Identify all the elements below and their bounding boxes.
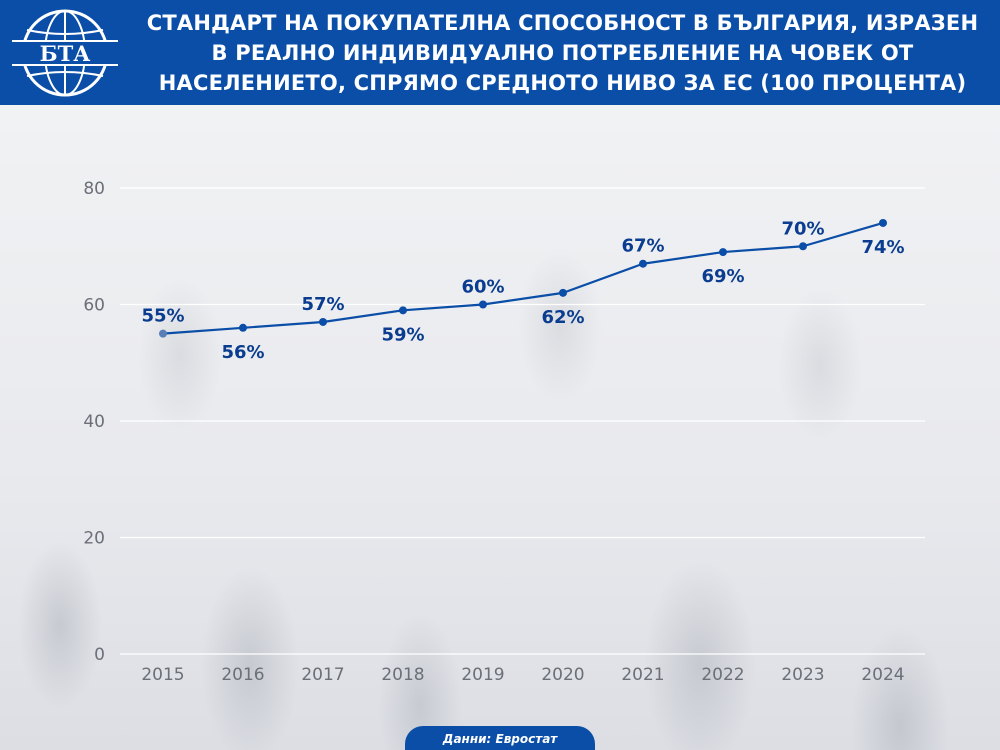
data-label: 59%: [381, 324, 424, 345]
x-tick-label: 2016: [221, 665, 264, 685]
background-photo: [0, 105, 1000, 750]
data-point: [639, 259, 647, 268]
title-line-3: НАСЕЛЕНИЕТО, СПРЯМО СРЕДНОТО НИВО ЗА ЕС …: [158, 71, 967, 95]
x-tick-label: 2022: [701, 665, 744, 685]
header-banner: БТА СТАНДАРТ НА ПОКУПАТЕЛНА СПОСОБНОСТ В…: [0, 0, 1000, 105]
x-tick-label: 2015: [141, 665, 184, 685]
chart-title: СТАНДАРТ НА ПОКУПАТЕЛНА СПОСОБНОСТ В БЪЛ…: [140, 8, 985, 98]
data-point: [159, 329, 167, 338]
data-label: 57%: [301, 294, 344, 315]
data-label: 67%: [621, 236, 664, 257]
data-point: [559, 288, 567, 297]
data-label: 55%: [141, 306, 184, 327]
data-point: [719, 248, 727, 257]
data-label: 62%: [541, 307, 584, 328]
y-tick-label: 20: [83, 529, 105, 549]
data-point: [319, 317, 327, 326]
data-point: [239, 323, 247, 332]
x-tick-label: 2020: [541, 665, 584, 685]
data-point: [479, 300, 487, 309]
x-tick-label: 2024: [861, 665, 904, 685]
data-point: [799, 242, 807, 251]
bta-logo-icon: БТА: [12, 9, 118, 97]
data-label: 60%: [461, 277, 504, 298]
source-badge: Данни: Евростат: [405, 726, 595, 750]
title-line-1: СТАНДАРТ НА ПОКУПАТЕЛНА СПОСОБНОСТ В БЪЛ…: [146, 11, 979, 35]
y-tick-label: 60: [83, 296, 105, 316]
svg-text:БТА: БТА: [40, 41, 91, 66]
series-line: [162, 221, 884, 335]
data-label: 69%: [701, 266, 744, 287]
y-tick-label: 40: [83, 412, 105, 432]
x-tick-label: 2023: [781, 665, 824, 685]
x-tick-label: 2017: [301, 665, 344, 685]
x-tick-label: 2018: [381, 665, 424, 685]
data-point: [879, 218, 887, 227]
data-label: 74%: [861, 237, 904, 258]
y-tick-label: 80: [83, 179, 105, 199]
title-line-2: В РЕАЛНО ИНДИВИДУАЛНО ПОТРЕБЛЕНИЕ НА ЧОВ…: [211, 41, 914, 65]
data-label: 70%: [781, 218, 824, 239]
y-tick-label: 0: [94, 645, 105, 665]
x-tick-label: 2019: [461, 665, 504, 685]
data-label: 56%: [221, 342, 264, 363]
x-tick-label: 2021: [621, 665, 664, 685]
data-point: [399, 306, 407, 315]
